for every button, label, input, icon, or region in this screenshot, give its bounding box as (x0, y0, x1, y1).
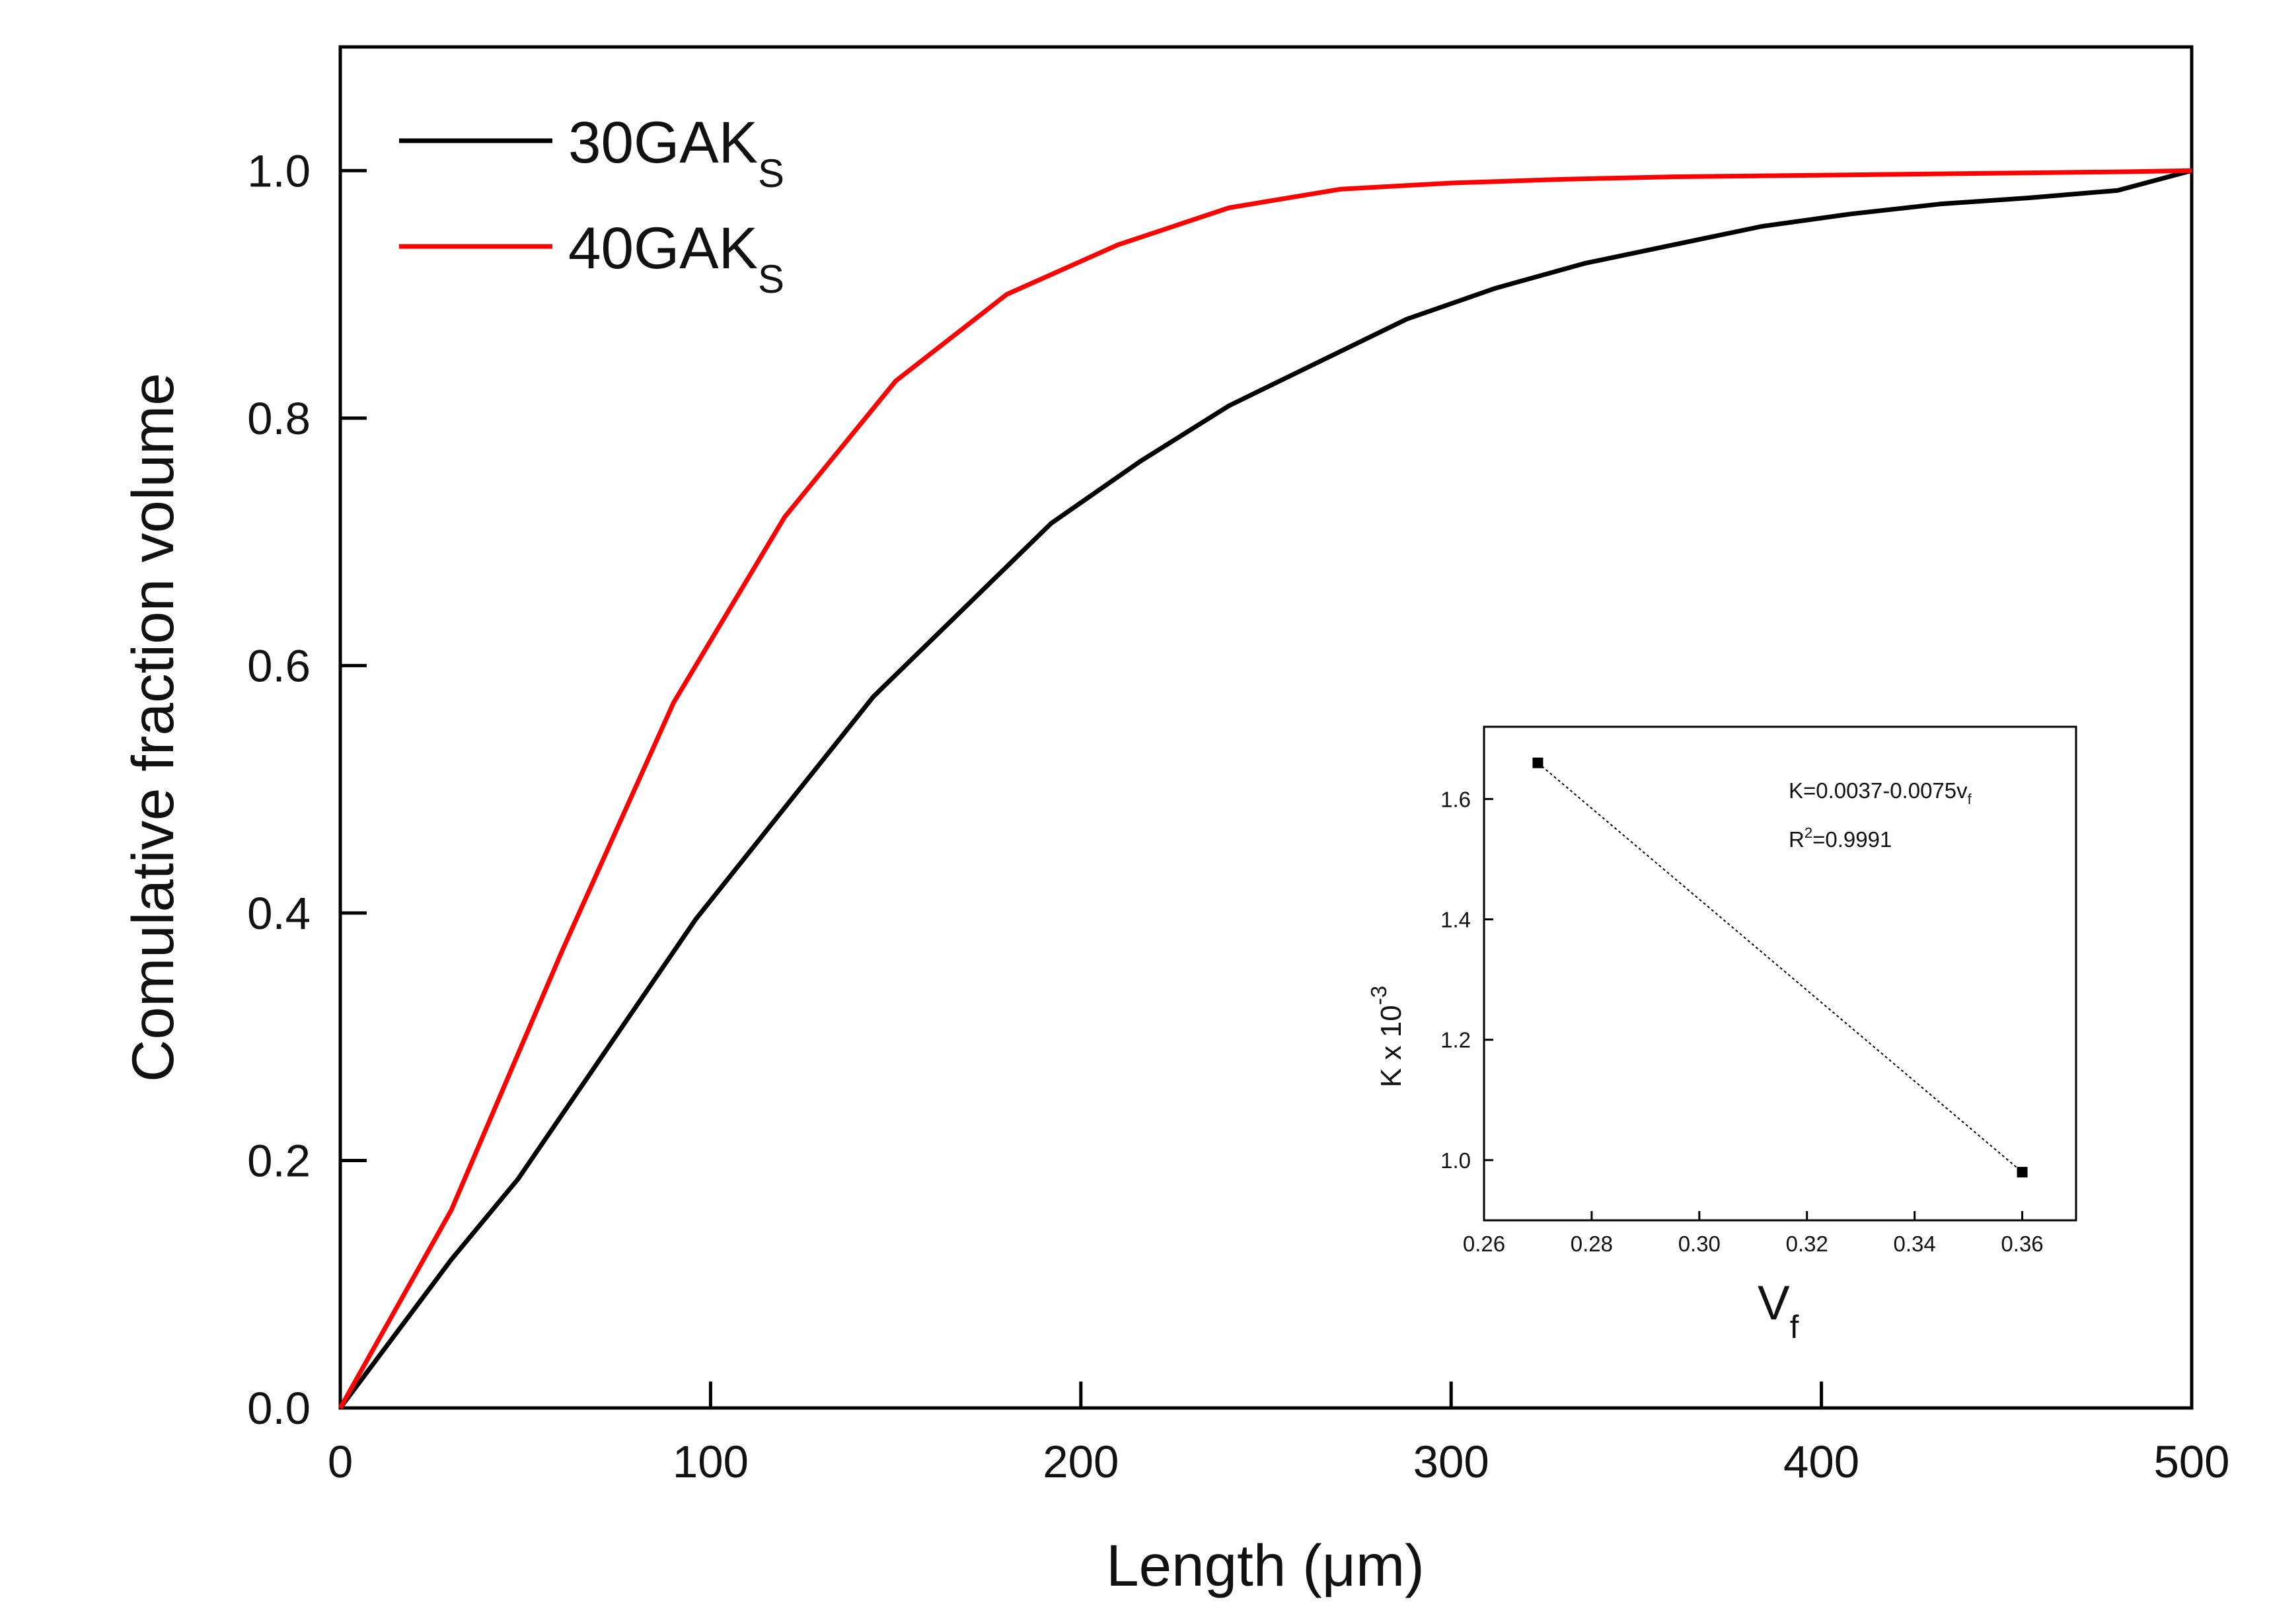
y-tick-label: 0.4 (247, 888, 311, 939)
inset-x-tick-label: 0.30 (1678, 1232, 1721, 1256)
y-tick-label: 0.8 (247, 393, 311, 444)
main-plot-frame (338, 45, 2194, 1410)
inset-x-tick-label: 0.36 (2001, 1232, 2043, 1256)
x-tick-label: 500 (2153, 1436, 2229, 1487)
x-tick-label: 100 (673, 1436, 749, 1487)
inset-r-squared: R2=0.9991 (1789, 825, 1892, 852)
inset-equation: K=0.0037-0.0075vf (1789, 778, 1972, 807)
x-tick-label: 300 (1413, 1436, 1489, 1487)
inset-data-point (1532, 757, 1544, 768)
y-tick-label: 1.0 (247, 145, 311, 196)
inset-y-axis-title: K x 10-3 (1366, 986, 1407, 1088)
inset-plot-frame (1483, 725, 2077, 1222)
inset-x-tick-label: 0.32 (1786, 1232, 1828, 1256)
inset-x-tick-label: 0.34 (1894, 1232, 1936, 1256)
x-tick-label: 0 (328, 1436, 353, 1487)
y-axis-title: Comulative fraction volume (120, 373, 186, 1082)
inset-x-axis-title: Vf (1758, 1276, 1799, 1345)
legend: 30GAKS 40GAKS (399, 109, 784, 301)
inset-y-tick-label: 1.2 (1440, 1028, 1471, 1052)
inset-y-tick-label: 1.6 (1440, 787, 1471, 811)
x-tick-label: 400 (1783, 1436, 1859, 1487)
legend-label-40gak: 40GAKS (568, 215, 784, 301)
legend-label-30gak: 30GAKS (568, 109, 784, 196)
x-tick-label: 200 (1043, 1436, 1119, 1487)
y-tick-label: 0.0 (247, 1383, 311, 1434)
series-line-40gak (338, 168, 2192, 1409)
x-axis-title: Length (μm) (1106, 1532, 1425, 1598)
y-tick-label: 0.6 (247, 640, 311, 691)
series-line-30gak (338, 168, 2192, 1410)
inset-data-point (2017, 1167, 2028, 1178)
inset-y-tick-label: 1.4 (1440, 908, 1471, 932)
y-tick-label: 0.2 (247, 1135, 311, 1186)
inset-x-tick-label: 0.28 (1571, 1232, 1613, 1256)
inset-x-tick-label: 0.26 (1463, 1232, 1505, 1256)
inset-y-tick-label: 1.0 (1440, 1148, 1471, 1173)
